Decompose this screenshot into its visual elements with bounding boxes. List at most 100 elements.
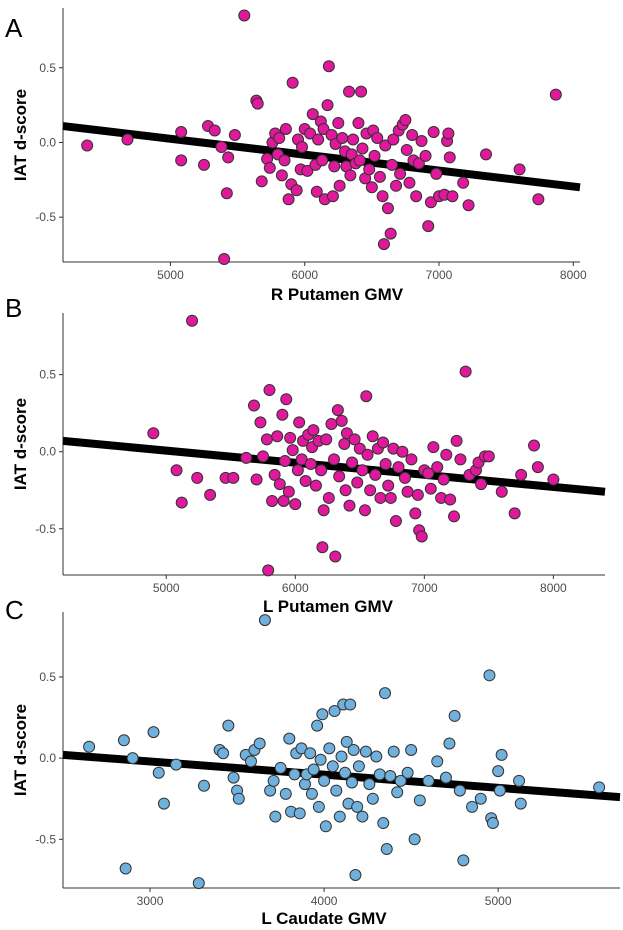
data-point bbox=[275, 169, 288, 182]
data-point bbox=[253, 737, 266, 750]
data-point bbox=[443, 737, 456, 750]
data-point bbox=[349, 869, 362, 882]
data-point bbox=[220, 187, 233, 200]
data-point bbox=[279, 123, 292, 136]
data-point bbox=[475, 478, 488, 491]
data-point bbox=[446, 190, 459, 203]
panel-letter-b: B bbox=[5, 293, 22, 323]
data-point bbox=[547, 473, 560, 486]
data-point bbox=[398, 471, 411, 484]
regression-line bbox=[62, 436, 606, 496]
panel-c: C IAT d-score L Caudate GMV 3000 4000 5000… bbox=[5, 595, 621, 928]
data-point bbox=[198, 158, 210, 171]
data-point bbox=[387, 745, 400, 758]
panel-letter-c: C bbox=[5, 595, 24, 625]
data-point bbox=[170, 464, 183, 477]
data-point bbox=[286, 444, 299, 457]
data-point bbox=[317, 504, 330, 517]
data-point bbox=[222, 719, 235, 732]
data-point bbox=[431, 461, 444, 474]
data-point bbox=[322, 60, 335, 73]
data-point bbox=[377, 436, 390, 449]
data-point bbox=[382, 479, 395, 492]
data-point bbox=[284, 431, 297, 444]
data-point bbox=[399, 114, 412, 127]
data-point bbox=[305, 787, 318, 800]
fit-line-group bbox=[62, 436, 606, 496]
data-point bbox=[204, 488, 217, 501]
data-point bbox=[119, 862, 132, 875]
data-point bbox=[528, 439, 541, 452]
data-point bbox=[405, 453, 418, 466]
data-point bbox=[384, 769, 397, 782]
data-point bbox=[495, 485, 508, 498]
y-tick-label: -0.5 bbox=[35, 522, 56, 536]
data-point bbox=[412, 157, 425, 170]
data-point bbox=[377, 817, 390, 830]
data-point bbox=[454, 453, 467, 466]
data-points bbox=[83, 614, 606, 890]
data-point bbox=[343, 499, 356, 512]
data-point bbox=[307, 424, 320, 437]
data-point bbox=[81, 139, 94, 152]
data-point bbox=[440, 448, 453, 461]
x-tick-label: 8000 bbox=[560, 268, 587, 282]
data-point bbox=[332, 117, 345, 130]
data-point bbox=[358, 504, 371, 517]
data-point bbox=[427, 126, 440, 139]
y-tick-label: 0.5 bbox=[39, 368, 56, 382]
data-point bbox=[304, 458, 317, 471]
data-point bbox=[403, 176, 416, 189]
data-point bbox=[532, 193, 545, 206]
data-point bbox=[513, 774, 526, 787]
data-point bbox=[396, 445, 409, 458]
data-point bbox=[317, 123, 330, 136]
data-point bbox=[391, 786, 404, 799]
data-point bbox=[328, 705, 341, 718]
data-point bbox=[437, 473, 450, 486]
data-point bbox=[326, 190, 339, 203]
data-point bbox=[400, 143, 413, 156]
data-point bbox=[326, 760, 339, 773]
data-point bbox=[439, 771, 452, 784]
data-point bbox=[514, 797, 527, 810]
data-point bbox=[344, 698, 357, 711]
data-point bbox=[288, 768, 301, 781]
data-point bbox=[126, 752, 139, 765]
data-point bbox=[157, 797, 170, 810]
data-point bbox=[422, 220, 435, 233]
data-point bbox=[320, 433, 333, 446]
data-point bbox=[453, 784, 466, 797]
data-point bbox=[301, 164, 314, 177]
data-point bbox=[508, 507, 521, 520]
data-point bbox=[339, 484, 352, 497]
data-point bbox=[283, 732, 296, 745]
x-tick-label: 4000 bbox=[311, 894, 338, 908]
data-point bbox=[319, 820, 332, 833]
data-point bbox=[408, 833, 421, 846]
y-tick-label: 0.5 bbox=[39, 61, 56, 75]
data-point bbox=[262, 564, 275, 577]
x-tick-label: 3000 bbox=[137, 894, 164, 908]
data-point bbox=[278, 454, 291, 467]
data-point bbox=[247, 399, 260, 412]
data-point bbox=[147, 427, 160, 440]
data-point bbox=[314, 753, 327, 766]
data-point bbox=[175, 126, 188, 139]
data-point bbox=[381, 202, 394, 215]
data-point bbox=[411, 488, 424, 501]
data-point bbox=[217, 747, 230, 760]
data-point bbox=[258, 614, 271, 627]
data-point bbox=[266, 495, 279, 508]
data-point bbox=[466, 800, 479, 813]
data-point bbox=[462, 199, 475, 212]
data-point bbox=[268, 468, 281, 481]
data-point bbox=[147, 726, 160, 739]
data-point bbox=[269, 810, 282, 823]
data-point bbox=[340, 735, 353, 748]
data-point bbox=[255, 175, 268, 188]
data-point bbox=[549, 88, 562, 101]
x-tick-label: 5000 bbox=[485, 894, 512, 908]
data-point bbox=[415, 530, 428, 543]
data-point bbox=[290, 184, 303, 197]
